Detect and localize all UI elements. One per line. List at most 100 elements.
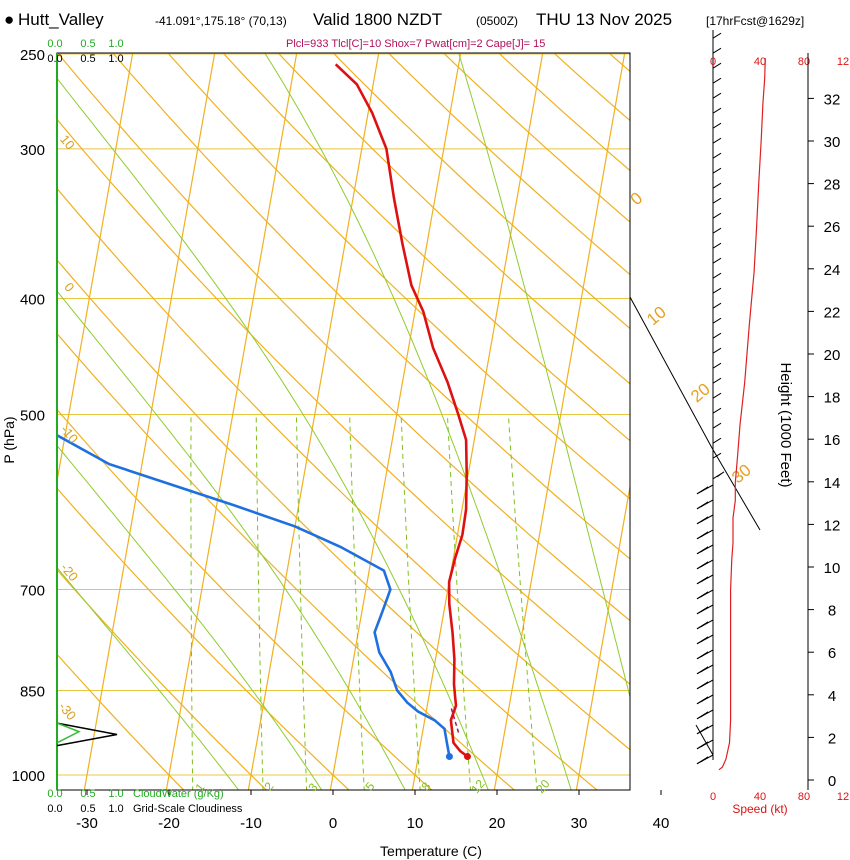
dry-adiabat-line (57, 187, 630, 751)
wind-barb-flag (712, 287, 722, 294)
dry-adiabat-line (332, 53, 630, 330)
cloudiness-tick-label-top: 1.0 (108, 53, 123, 65)
wind-barb-flag (712, 242, 722, 249)
mixing-ratio-value-label: 12 (468, 777, 488, 796)
speed-tick-label-top: 0 (710, 56, 716, 68)
cloud-water-tick-label-top: 0.5 (80, 38, 95, 50)
wind-barb-flag (712, 347, 722, 354)
cloud-water-label: CloudWater (g/Kg) (133, 788, 224, 800)
wind-barb-flag (700, 561, 709, 568)
wind-barb-flag (700, 591, 709, 598)
mixing-ratio-line (255, 414, 264, 790)
dry-adiabat-line (222, 53, 630, 442)
mixing-ratio-line (349, 414, 365, 790)
wind-barb-flag (712, 182, 722, 189)
station-name: Hutt_Valley (18, 10, 104, 29)
dry-adiabat-line (277, 53, 630, 385)
height-tick-label: 6 (828, 645, 836, 662)
wind-barb-flag (712, 197, 722, 204)
wind-barb-flag (712, 317, 722, 324)
station-coords: -41.091°,175.18° (70,13) (155, 14, 287, 28)
dry-adiabat-line (57, 408, 433, 790)
wind-barb-flag (700, 606, 709, 613)
utc-time: (0500Z) (476, 14, 519, 28)
dry-adiabat-line (57, 568, 268, 790)
dry-adiabat-line (57, 259, 598, 790)
temperature-profile-surface-point (463, 752, 471, 760)
temperature-tick-label: 30 (571, 815, 588, 832)
moist-adiabat-line (458, 53, 630, 699)
isotherm-line (83, 53, 216, 790)
pressure-tick-label: 400 (20, 291, 45, 308)
dry-adiabat-line (57, 53, 630, 622)
dry-adiabat-line (608, 53, 630, 73)
speed-tick-label-bottom: 80 (798, 791, 810, 803)
wind-barb-flag (700, 711, 709, 718)
isotherm-value-label: 0 (61, 280, 77, 295)
wind-barb-flag (712, 32, 722, 39)
wind-barb-flag (712, 272, 722, 279)
cloudiness-tick-label-bottom: 0.5 (80, 803, 95, 815)
wind-barb-flag (712, 377, 722, 384)
cloud-water-tick-label-bottom: 0.5 (80, 788, 95, 800)
isotherm-line (575, 483, 630, 790)
dry-adiabat-line (552, 53, 630, 122)
valid-time: Valid 1800 NZDT (313, 10, 443, 29)
wind-barb-flag (700, 531, 709, 538)
moist-adiabat-line (57, 77, 489, 790)
theta-value-label: 20 (687, 379, 714, 406)
dry-adiabat-line (641, 33, 850, 801)
dry-adiabat-line (57, 487, 350, 790)
isotherm-value-label: -10 (58, 422, 82, 446)
moist-adiabat-line (264, 53, 572, 790)
isotherm-line (493, 53, 626, 790)
wind-barb-flag (716, 471, 725, 478)
height-tick-label: 2 (828, 730, 836, 747)
height-tick-label: 14 (824, 475, 841, 492)
temperature-profile-line (334, 63, 469, 758)
pressure-tick-label: 300 (20, 142, 45, 159)
dry-adiabat-line (57, 653, 185, 790)
wind-barb-flag (712, 332, 722, 339)
parcel-lcl-line (450, 708, 460, 735)
height-mapping-line (711, 447, 761, 531)
height-axis-title: Height (1000 Feet) (777, 362, 794, 487)
height-tick-label: 8 (828, 603, 836, 620)
isotherm-value-label: 10 (57, 132, 78, 153)
isotherm-line (165, 53, 298, 790)
temperature-tick-label: 0 (329, 815, 337, 832)
speed-tick-label-top: 80 (798, 56, 810, 68)
wind-barb-bottom (695, 724, 714, 756)
dewpoint-profile-line (57, 433, 451, 757)
wind-barb-flag (712, 362, 722, 369)
wind-barb-flag (712, 407, 722, 414)
cloud-water-profile-line (56, 722, 81, 744)
speed-tick-label-top: 40 (754, 56, 766, 68)
wind-barb-flag (700, 696, 709, 703)
isotherm-value-label: -30 (56, 699, 80, 723)
dewpoint-profile-surface-point (445, 752, 453, 760)
temperature-tick-label: 40 (653, 815, 670, 832)
cloud-water-tick-label-top: 0.0 (47, 38, 62, 50)
pressure-tick-label: 850 (20, 683, 45, 700)
wind-barb-flag (700, 666, 709, 673)
height-tick-label: 20 (824, 347, 841, 364)
cloudiness-tick-label-top: 0.5 (80, 53, 95, 65)
wind-barb-flag (700, 621, 709, 628)
wind-barb-flag (700, 726, 709, 733)
wind-barb-flag (712, 137, 722, 144)
mixing-ratio-value-label: 5 (362, 779, 377, 793)
wind-barb-flag (700, 501, 709, 508)
dry-adiabat-line (57, 118, 630, 685)
temperature-tick-label: -30 (76, 815, 98, 832)
plot-area (57, 33, 850, 801)
mixing-ratio-line (446, 414, 472, 790)
y-axis-label: P (hPa) (1, 416, 17, 463)
theta-value-label: 10 (643, 302, 670, 329)
temperature-tick-label: -20 (158, 815, 180, 832)
height-tick-label: 22 (824, 304, 841, 321)
cloudiness-tick-label-top: 0.0 (47, 53, 62, 65)
wind-barb-flag (712, 77, 722, 84)
